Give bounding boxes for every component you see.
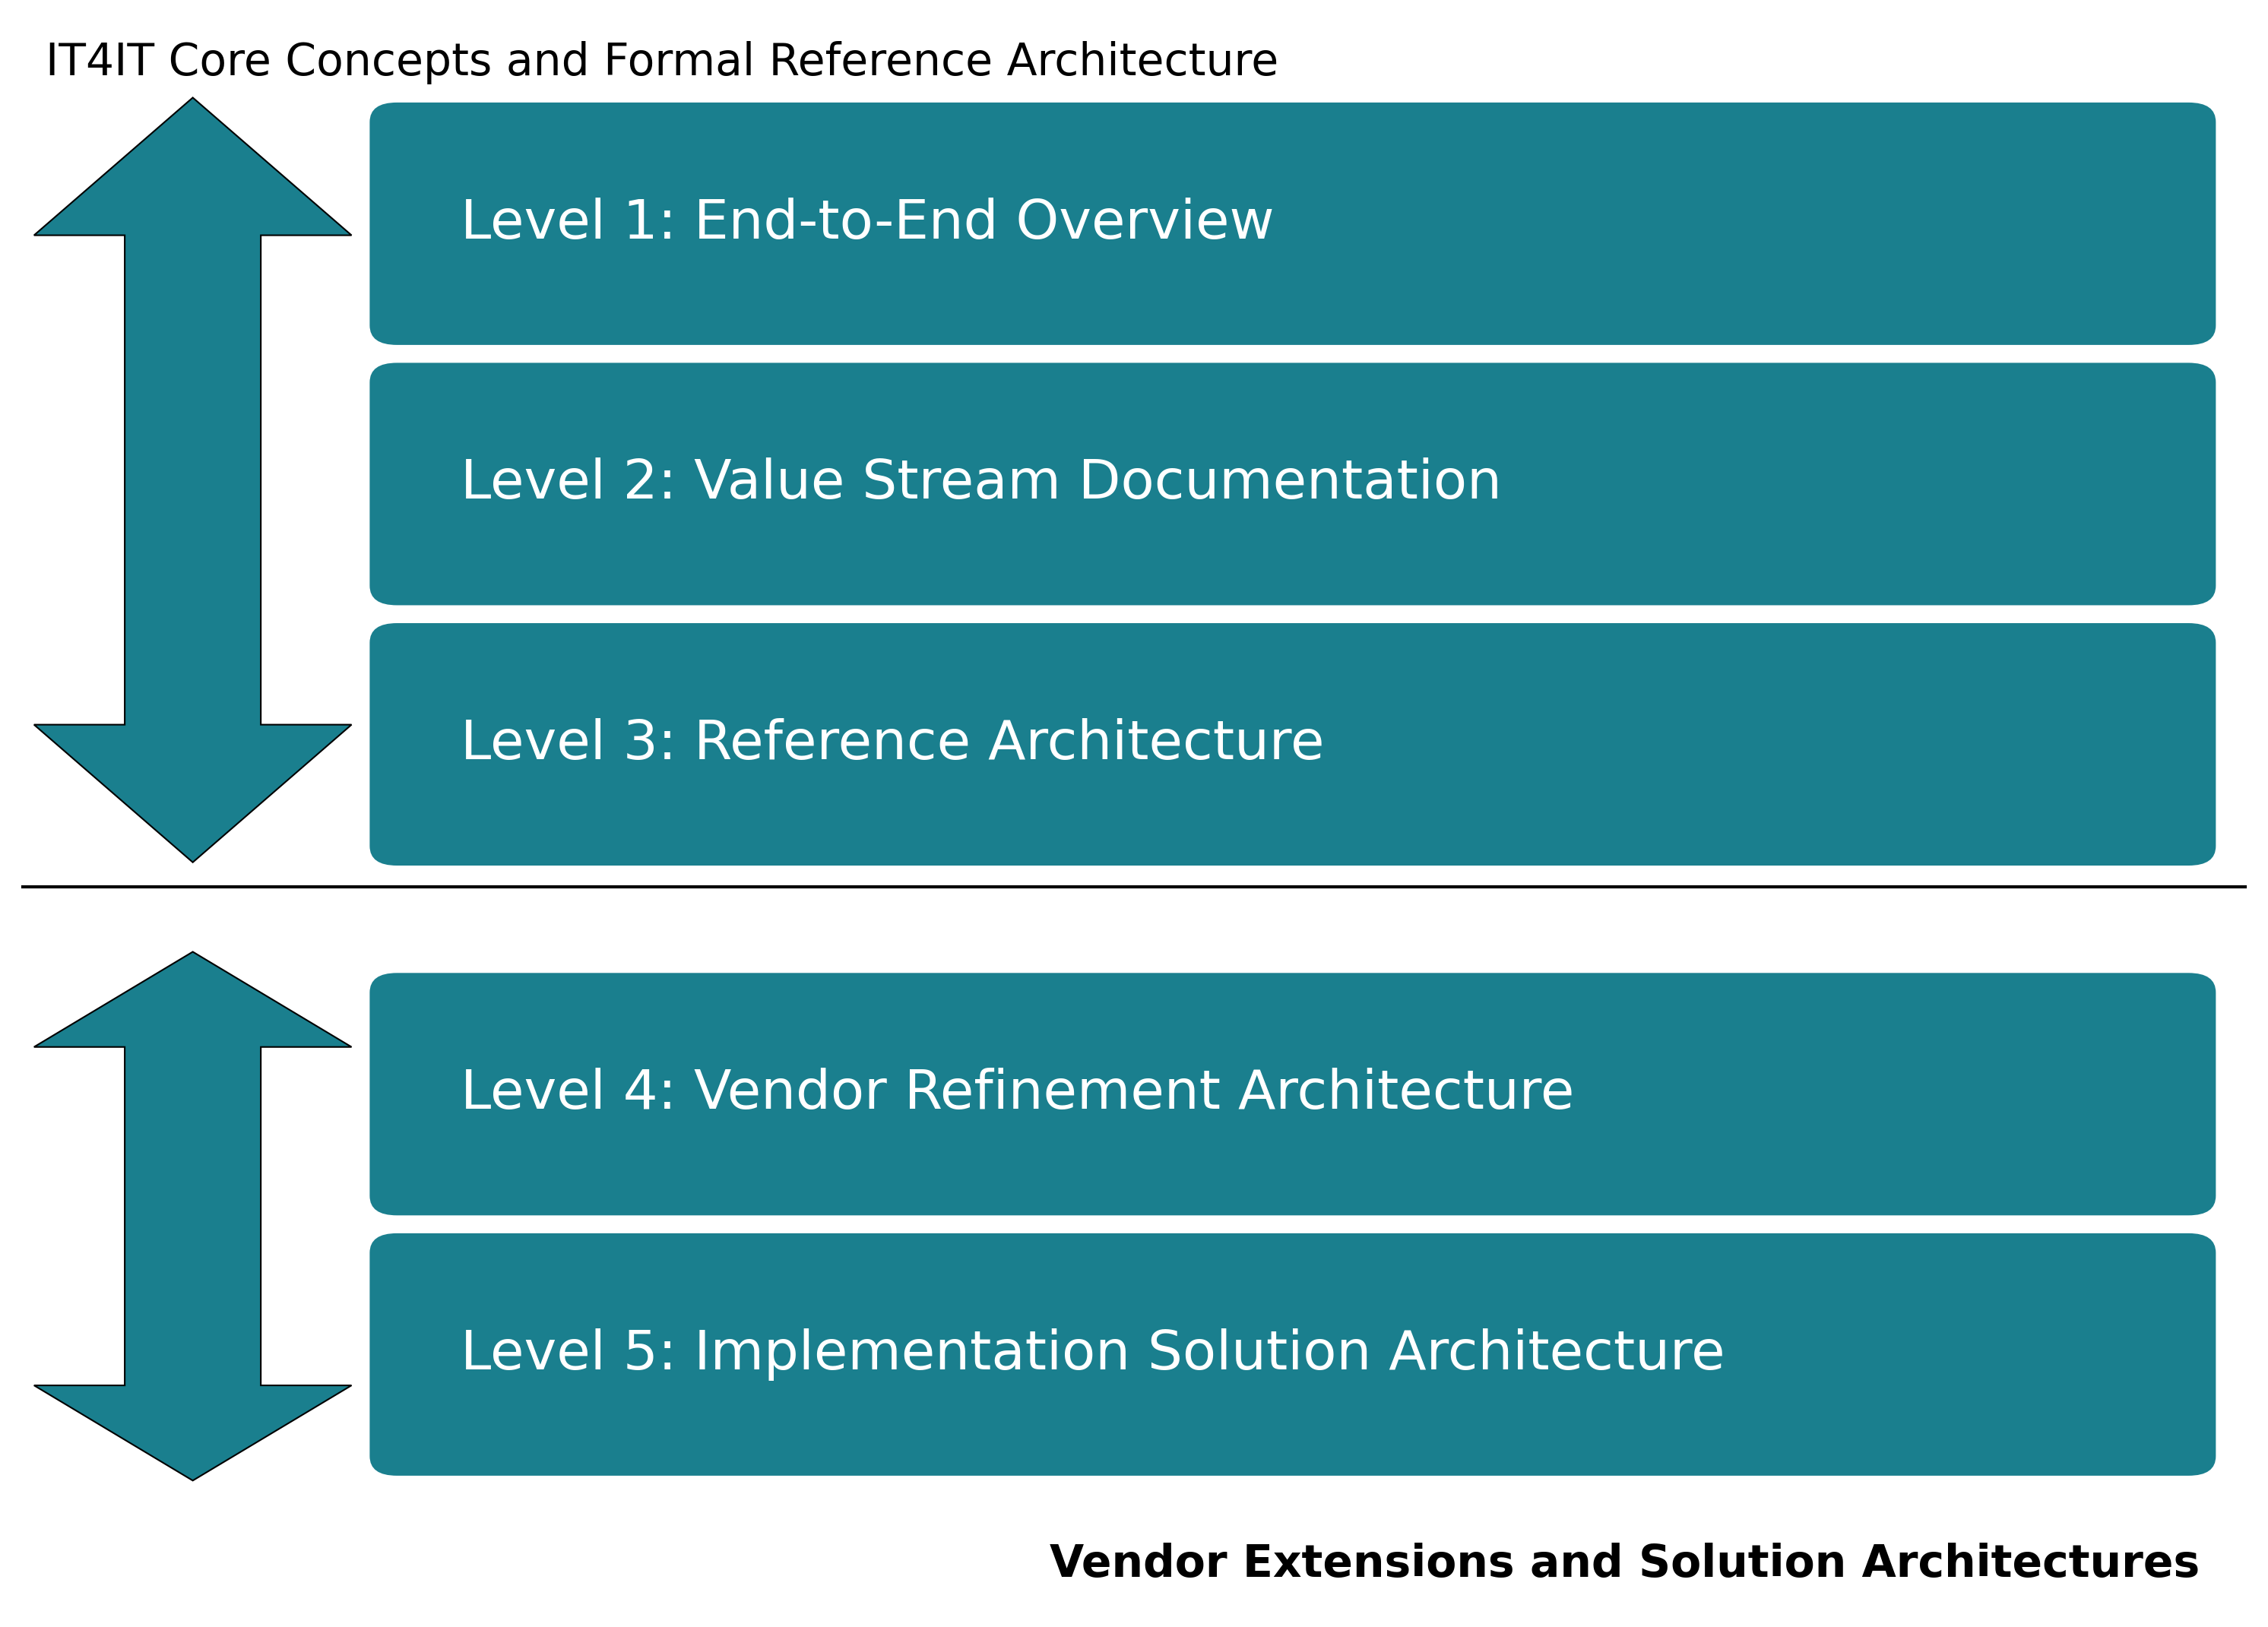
FancyBboxPatch shape bbox=[370, 623, 2216, 866]
FancyBboxPatch shape bbox=[370, 103, 2216, 345]
Text: Level 4: Vendor Refinement Architecture: Level 4: Vendor Refinement Architecture bbox=[460, 1067, 1574, 1121]
Text: Vendor Extensions and Solution Architectures: Vendor Extensions and Solution Architect… bbox=[1050, 1542, 2200, 1586]
Text: Level 3: Reference Architecture: Level 3: Reference Architecture bbox=[460, 718, 1325, 771]
Text: IT4IT Core Concepts and Formal Reference Architecture: IT4IT Core Concepts and Formal Reference… bbox=[45, 41, 1279, 85]
Text: Level 2: Value Stream Documentation: Level 2: Value Stream Documentation bbox=[460, 457, 1501, 511]
Text: Level 1: End-to-End Overview: Level 1: End-to-End Overview bbox=[460, 197, 1275, 251]
FancyBboxPatch shape bbox=[370, 1233, 2216, 1476]
Text: Level 5: Implementation Solution Architecture: Level 5: Implementation Solution Archite… bbox=[460, 1328, 1726, 1381]
FancyBboxPatch shape bbox=[370, 973, 2216, 1215]
Polygon shape bbox=[34, 952, 352, 1481]
FancyBboxPatch shape bbox=[370, 363, 2216, 605]
Polygon shape bbox=[34, 98, 352, 862]
